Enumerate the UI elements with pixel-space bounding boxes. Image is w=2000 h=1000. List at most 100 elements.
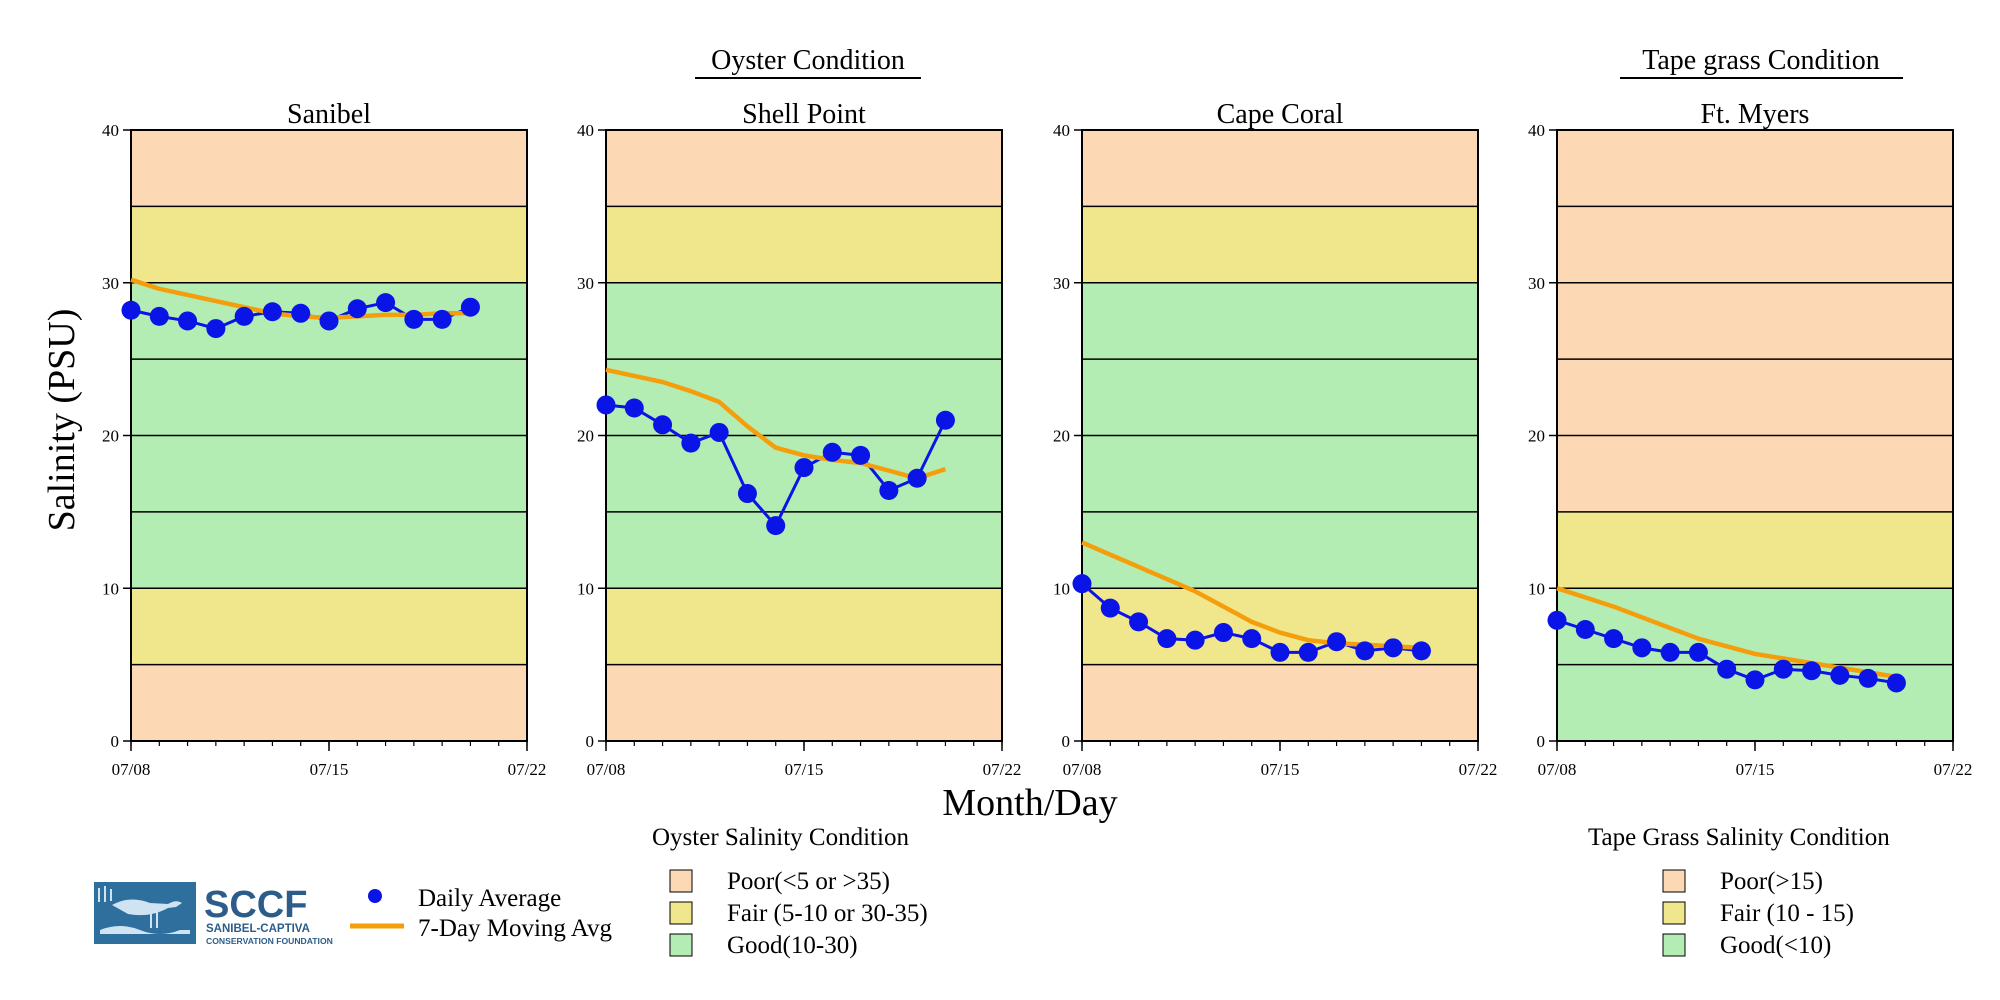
condition-band	[606, 588, 1002, 665]
tapegrass-legend: Tape Grass Salinity Condition Poor(>15) …	[1588, 824, 1890, 959]
y-tick-label: 0	[1537, 732, 1546, 751]
tapegrass-legend-label-good: Good(<10)	[1720, 932, 1831, 959]
daily-average-point	[681, 433, 701, 453]
x-tick-label: 07/15	[785, 760, 824, 779]
condition-band	[1082, 130, 1478, 207]
daily-average-point	[178, 311, 198, 331]
tapegrass-legend-swatch-good	[1662, 933, 1686, 957]
daily-average-point	[1745, 670, 1765, 690]
daily-average-point	[121, 300, 141, 320]
y-tick-label: 0	[111, 732, 120, 751]
panel-ft-myers: Ft. Myers 0 10 20 30 40 07/08 07/15 07/22	[1528, 99, 1972, 779]
condition-band	[131, 206, 527, 283]
daily-average-point	[1213, 623, 1233, 643]
y-tick-label: 40	[1528, 121, 1545, 140]
x-tick-label: 07/08	[1538, 760, 1577, 779]
daily-average-point	[291, 303, 311, 323]
panel-title: Ft. Myers	[1701, 99, 1810, 130]
y-tick-label: 20	[102, 427, 119, 446]
daily-average-point	[1830, 665, 1850, 685]
x-tick-label: 07/22	[508, 760, 547, 779]
y-tick-label: 0	[586, 732, 595, 751]
daily-average-point	[1717, 659, 1737, 679]
oyster-legend: Oyster Salinity Condition Poor(<5 or >35…	[652, 824, 928, 959]
oyster-legend-title: Oyster Salinity Condition	[652, 824, 909, 851]
x-tick-label: 07/08	[587, 760, 626, 779]
daily-average-point	[1632, 638, 1652, 658]
condition-band	[606, 130, 1002, 207]
y-axis-label: Salinity (PSU)	[41, 309, 83, 532]
daily-average-point	[347, 299, 367, 319]
condition-band	[1557, 511, 1953, 589]
daily-average-point	[879, 480, 899, 500]
legend-daily-average-marker	[368, 889, 382, 903]
oyster-legend-swatch-poor	[669, 869, 693, 893]
daily-average-point	[1100, 598, 1120, 618]
daily-average-point	[1327, 632, 1347, 652]
tapegrass-legend-title: Tape Grass Salinity Condition	[1588, 824, 1890, 851]
x-tick-label: 07/22	[1934, 760, 1973, 779]
daily-average-point	[319, 311, 339, 331]
logo-line2: CONSERVATION FOUNDATION	[206, 936, 333, 946]
sccf-logo: SCCF SANIBEL-CAPTIVA CONSERVATION FOUNDA…	[94, 882, 333, 946]
tapegrass-legend-swatch-fair	[1662, 901, 1686, 925]
daily-average-point	[1604, 629, 1624, 649]
series-legend: Daily Average 7-Day Moving Avg	[350, 885, 612, 942]
daily-average-point	[1270, 642, 1290, 662]
y-tick-label: 30	[1528, 274, 1545, 293]
x-tick-label: 07/15	[1736, 760, 1775, 779]
condition-band	[131, 588, 527, 665]
moving-average-line	[605, 367, 947, 481]
condition-band	[131, 130, 527, 207]
daily-average-point	[1411, 641, 1431, 661]
y-tick-label: 10	[1528, 579, 1545, 598]
y-tick-label: 0	[1062, 732, 1071, 751]
oyster-legend-swatch-fair	[669, 901, 693, 925]
daily-average-point	[1660, 642, 1680, 662]
y-tick-label: 30	[1053, 274, 1070, 293]
daily-average-point	[1575, 619, 1595, 639]
daily-average-point	[907, 468, 927, 488]
daily-average-point	[851, 445, 871, 465]
daily-average-point	[206, 319, 226, 339]
condition-band	[1082, 664, 1478, 741]
daily-average-point	[935, 410, 955, 430]
daily-average-point	[404, 309, 424, 329]
daily-average-point	[822, 442, 842, 462]
daily-average-point	[624, 398, 644, 418]
panel-title: Sanibel	[287, 99, 371, 130]
panel-cape-coral: Cape Coral 0 10 20 30 40 07/08 07/15 07/22	[1053, 99, 1497, 779]
x-tick-label: 07/08	[112, 760, 151, 779]
daily-average-point	[737, 484, 757, 504]
logo-bird-icon	[94, 882, 196, 944]
y-tick-label: 20	[1053, 427, 1070, 446]
oyster-legend-swatch-good	[669, 933, 693, 957]
daily-average-point	[460, 297, 480, 317]
daily-average-point	[149, 306, 169, 326]
panel-shell-point: Shell Point 0 10 20 30 40 07/08 07/15 07/22	[577, 99, 1021, 779]
x-tick-label: 07/15	[310, 760, 349, 779]
group-title-oyster: Oyster Condition	[695, 45, 921, 79]
group-title-tapegrass-text: Tape grass Condition	[1642, 45, 1880, 76]
daily-average-point	[1773, 659, 1793, 679]
y-tick-label: 30	[102, 274, 119, 293]
daily-average-point	[1298, 642, 1318, 662]
y-tick-label: 40	[577, 121, 594, 140]
daily-average-point	[766, 516, 786, 536]
daily-average-point	[1242, 629, 1262, 649]
condition-band	[606, 206, 1002, 283]
panel-title: Shell Point	[742, 99, 866, 130]
daily-average-point	[1858, 668, 1878, 688]
condition-band	[1557, 130, 1953, 512]
legend-daily-average-label: Daily Average	[418, 885, 561, 912]
daily-average-point	[1157, 629, 1177, 649]
x-tick-label: 07/22	[983, 760, 1022, 779]
y-tick-label: 10	[1053, 579, 1070, 598]
daily-average-point	[1185, 630, 1205, 650]
daily-average-point	[376, 293, 396, 313]
logo-abbr: SCCF	[204, 884, 307, 926]
daily-average-point	[432, 309, 452, 329]
daily-average-point	[234, 306, 254, 326]
daily-average-point	[1383, 638, 1403, 658]
daily-average-point	[596, 395, 616, 415]
